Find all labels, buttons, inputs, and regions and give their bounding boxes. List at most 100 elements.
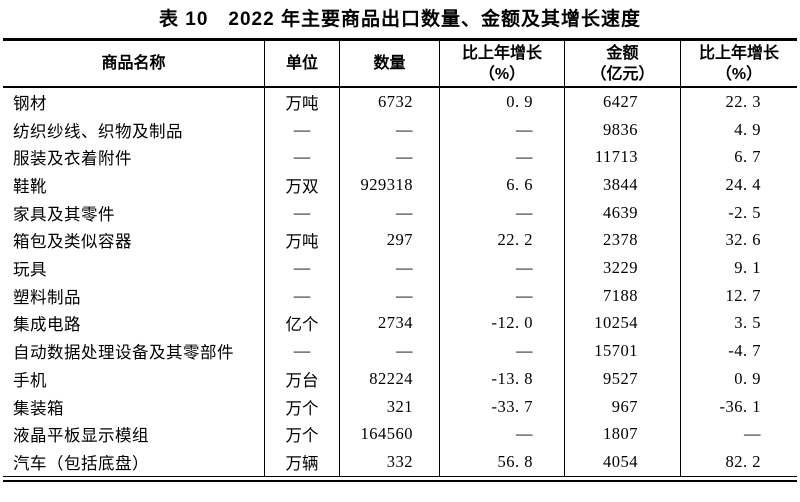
cell-quantity-growth: —: [440, 420, 565, 449]
cell-quantity-growth: —: [440, 254, 565, 282]
cell-amount: 967: [565, 392, 681, 421]
cell-unit: —: [265, 143, 340, 172]
cell-amount-growth: 22. 3: [725, 91, 761, 111]
cell-amount: 7188: [565, 281, 681, 310]
cell-commodity-name: 集成电路: [3, 309, 265, 338]
cell-amount-growth: 12. 7: [725, 285, 761, 305]
cell-amount-growth: -4. 7: [728, 341, 761, 361]
table-header-row: 商品名称 单位 数量 比上年增长 （%） 金额 （亿元） 比上年增长 （%）: [3, 41, 797, 88]
cell-amount: 9836: [565, 115, 681, 144]
cell-amount-growth: 0. 9: [734, 368, 761, 388]
cell-commodity-name: 集装箱: [3, 392, 265, 421]
cell-quantity-growth: —: [440, 337, 565, 366]
header-sublabel: （亿元）: [590, 65, 655, 83]
cell-amount: 9527: [565, 365, 681, 393]
cell-amount-growth: 4. 9: [734, 119, 761, 139]
table-row: 液晶平板显示模组 万个 164560 — 1807 —: [3, 420, 797, 449]
cell-amount: 4054: [565, 448, 681, 476]
table-row: 手机 万台 82224 -13. 8 9527 0. 9: [3, 365, 797, 393]
cell-quantity-growth: —: [440, 198, 565, 227]
cell-unit: —: [265, 254, 340, 282]
cell-commodity-name: 自动数据处理设备及其零部件: [3, 337, 265, 366]
cell-quantity: —: [340, 254, 440, 282]
header-amount: 金额 （亿元）: [565, 41, 681, 86]
cell-amount-growth: 32. 6: [725, 230, 761, 250]
header-quantity-growth: 比上年增长 （%）: [440, 41, 565, 86]
table-row: 汽车（包括底盘） 万辆 332 56. 8 4054 82. 2: [3, 448, 797, 476]
cell-quantity: —: [340, 337, 440, 366]
header-label: 比上年增长: [698, 44, 779, 62]
cell-quantity-growth: —: [440, 143, 565, 172]
cell-commodity-name: 纺织纱线、织物及制品: [3, 115, 265, 144]
header-label: 商品名称: [101, 55, 166, 72]
header-sublabel: （%）: [478, 65, 526, 83]
cell-quantity-growth: —: [440, 281, 565, 310]
cell-unit: 万吨: [265, 88, 340, 116]
cell-quantity-growth: 22. 2: [440, 226, 565, 255]
table-row: 集装箱 万个 321 -33. 7 967 -36. 1: [3, 392, 797, 421]
header-amount-growth: 比上年增长 （%）: [681, 41, 797, 86]
cell-quantity-growth: 6. 6: [440, 171, 565, 199]
cell-amount-growth: 9. 1: [734, 258, 761, 278]
table-row: 鞋靴 万双 929318 6. 6 3844 24. 4: [3, 171, 797, 199]
cell-unit: —: [265, 337, 340, 366]
cell-quantity: —: [340, 281, 440, 310]
cell-quantity: 82224: [340, 365, 440, 393]
cell-amount-growth: -2. 5: [728, 202, 761, 222]
cell-commodity-name: 服装及衣着附件: [3, 143, 265, 172]
cell-commodity-name: 塑料制品: [3, 281, 265, 310]
cell-amount-growth: 6. 7: [734, 147, 761, 167]
cell-quantity-growth: -13. 8: [440, 365, 565, 393]
table-row: 服装及衣着附件 — — — 11713 6. 7: [3, 143, 797, 172]
cell-unit: —: [265, 198, 340, 227]
cell-commodity-name: 钢材: [3, 88, 265, 116]
cell-quantity: —: [340, 143, 440, 172]
cell-commodity-name: 玩具: [3, 254, 265, 282]
table-bottom-rule: [3, 479, 797, 483]
cell-amount: 4639: [565, 198, 681, 227]
cell-quantity: 297: [340, 226, 440, 255]
header-unit: 单位: [265, 41, 340, 86]
cell-quantity: 929318: [340, 171, 440, 199]
cell-commodity-name: 家具及其零件: [3, 198, 265, 227]
cell-quantity: 321: [340, 392, 440, 421]
cell-unit: 万个: [265, 392, 340, 421]
cell-unit: —: [265, 115, 340, 144]
cell-amount: 11713: [565, 143, 681, 172]
cell-amount: 6427: [565, 88, 681, 116]
table-row: 自动数据处理设备及其零部件 — — — 15701 -4. 7: [3, 337, 797, 366]
cell-quantity-growth: 56. 8: [440, 448, 565, 476]
cell-amount-growth: 3. 5: [734, 313, 761, 333]
cell-quantity-growth: -33. 7: [440, 392, 565, 421]
cell-quantity: —: [340, 115, 440, 144]
cell-amount: 3844: [565, 171, 681, 199]
cell-commodity-name: 鞋靴: [3, 171, 265, 199]
header-sublabel: （%）: [715, 65, 763, 83]
header-quantity: 数量: [340, 41, 440, 86]
cell-commodity-name: 液晶平板显示模组: [3, 420, 265, 449]
cell-quantity: 6732: [340, 88, 440, 116]
cell-amount: 15701: [565, 337, 681, 366]
cell-amount: 1807: [565, 420, 681, 449]
table-row: 家具及其零件 — — — 4639 -2. 5: [3, 198, 797, 227]
header-label: 金额: [606, 44, 639, 62]
cell-amount: 10254: [565, 309, 681, 338]
cell-unit: 万辆: [265, 448, 340, 476]
header-label: 数量: [373, 55, 406, 72]
cell-quantity-growth: —: [440, 115, 565, 144]
cell-amount-growth: 82. 2: [725, 451, 761, 471]
table-row: 塑料制品 — — — 7188 12. 7: [3, 281, 797, 310]
cell-quantity: 164560: [340, 420, 440, 449]
table-body: 钢材 万吨 6732 0. 9 6427 22. 3 纺织纱线、织物及制品 — …: [3, 88, 797, 477]
export-commodities-table: 商品名称 单位 数量 比上年增长 （%） 金额 （亿元） 比上年增长 （%） 钢…: [3, 38, 797, 483]
cell-unit: —: [265, 281, 340, 310]
table-row: 玩具 — — — 3229 9. 1: [3, 254, 797, 282]
header-commodity-name: 商品名称: [3, 41, 265, 86]
cell-unit: 万双: [265, 171, 340, 199]
cell-commodity-name: 汽车（包括底盘）: [3, 448, 265, 476]
cell-amount: 2378: [565, 226, 681, 255]
cell-quantity-growth: 0. 9: [440, 88, 565, 116]
cell-amount-growth: -36. 1: [719, 396, 761, 416]
table-row: 箱包及类似容器 万吨 297 22. 2 2378 32. 6: [3, 226, 797, 255]
